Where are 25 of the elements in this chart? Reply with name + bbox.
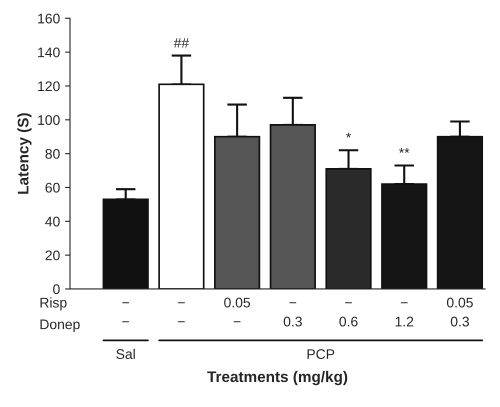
text: Sal — [116, 348, 135, 360]
x-axis-title: Treatments (mg/kg) — [207, 370, 348, 386]
x-tick-label: − 0.3 — [284, 302, 302, 326]
y-tick-label: 60 — [46, 182, 60, 193]
y-tick-label: 80 — [45, 148, 60, 159]
y-tick-label: 0 — [53, 284, 60, 294]
y-tick-label: 20 — [46, 250, 60, 260]
text: Donep — [40, 320, 80, 332]
x-tick-label: 0.05 0.3 — [446, 298, 473, 326]
x-tick-label: − 0.6 — [339, 302, 358, 326]
y-tick-label: 100 — [38, 115, 60, 125]
text: PCP — [308, 349, 334, 360]
category-label: − − — [178, 302, 185, 322]
annotation: * — [346, 132, 352, 138]
text: Risp — [40, 297, 67, 310]
y-tick-label: 140 — [38, 47, 60, 58]
y-axis-title: Latency (S) — [17, 113, 32, 194]
annotation: ** — [399, 148, 410, 153]
x-tick-label: 0.05 − — [224, 298, 250, 322]
annotation: ## — [174, 38, 190, 48]
category-label: − − — [122, 302, 130, 322]
y-tick-label: 40 — [45, 216, 60, 226]
y-tick-label: 160 — [38, 14, 60, 24]
x-tick-label: − 1.2 — [396, 302, 414, 326]
y-tick-label: 120 — [38, 81, 60, 92]
